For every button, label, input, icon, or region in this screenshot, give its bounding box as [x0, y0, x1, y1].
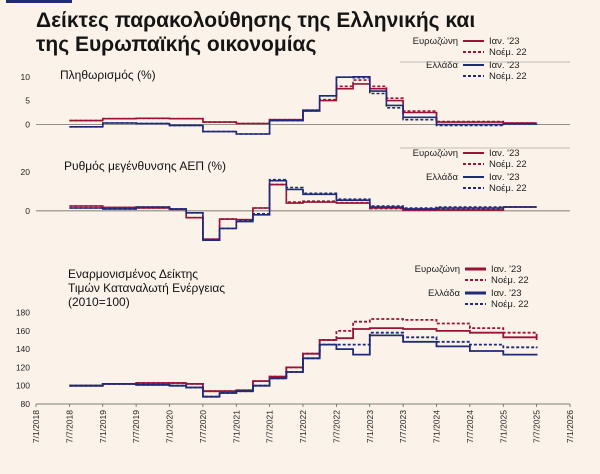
series-line — [69, 178, 537, 241]
series-line — [69, 318, 538, 393]
x-tick-label: 7/1/2020 — [165, 410, 175, 443]
y-tick-label: 0 — [25, 206, 30, 216]
x-tick-label: 7/7/2025 — [532, 410, 542, 443]
legend-solid-label: Ιαν. '23 — [489, 36, 520, 47]
legend-dashed-label: Νοέμ. 22 — [489, 159, 527, 170]
y-tick-label: 5 — [25, 96, 30, 106]
legend-eurozone: Ευρωζώνη — [415, 264, 460, 275]
panel-title: Πληθωρισμός (%) — [60, 68, 156, 82]
x-tick-label: 7/7/2023 — [398, 410, 408, 443]
x-tick-label: 7/1/2025 — [498, 410, 508, 443]
page-title: Δείκτες παρακολούθησης της Ελληνικής και… — [36, 9, 476, 56]
y-tick-label: 180 — [16, 308, 30, 318]
panel-title-line: Τιμών Καταναλωτή Ενέργειας — [68, 281, 225, 295]
x-tick-label: 7/7/2019 — [131, 410, 141, 443]
y-tick-label: 140 — [16, 344, 30, 354]
panel-title-line: Εναρμονισμένος Δείκτης — [68, 267, 198, 281]
x-tick-label: 7/1/2021 — [231, 410, 241, 443]
x-tick-label: 7/1/2024 — [432, 410, 442, 443]
legend-greece: Ελλάδα — [426, 172, 458, 183]
x-tick-label: 7/1/2018 — [31, 410, 41, 443]
series-line — [69, 179, 537, 241]
legend-eurozone: Ευρωζώνη — [413, 148, 458, 159]
series-line — [69, 76, 538, 135]
legend-solid-label: Ιαν. '23 — [491, 264, 522, 275]
x-tick-label: 7/7/2022 — [331, 410, 341, 443]
y-tick-label: 160 — [16, 326, 30, 336]
x-tick-label: 7/1/2022 — [298, 410, 308, 443]
y-tick-label: 80 — [21, 399, 31, 409]
legend-dashed-label: Νοέμ. 22 — [489, 47, 527, 58]
x-tick-label: 7/1/2023 — [365, 410, 375, 443]
legend-solid-label: Ιαν. '23 — [489, 60, 520, 71]
legend-dashed-label: Νοέμ. 22 — [489, 183, 527, 194]
legend-solid-label: Ιαν. '23 — [489, 172, 520, 183]
legend-greece: Ελλάδα — [428, 288, 460, 299]
series-line — [69, 334, 538, 398]
y-tick-label: 0 — [25, 119, 30, 129]
legend-solid-label: Ιαν. '23 — [491, 288, 522, 299]
series-line — [69, 331, 538, 398]
panel-title-line: (2010=100) — [68, 295, 130, 309]
legend-greece: Ελλάδα — [426, 60, 458, 71]
legend-dashed-label: Νοέμ. 22 — [491, 299, 529, 310]
x-tick-label: 7/7/2021 — [265, 410, 275, 443]
legend-solid-label: Ιαν. '23 — [489, 148, 520, 159]
x-tick-label: 7/7/2024 — [465, 410, 475, 443]
x-tick-label: 7/7/2020 — [198, 410, 208, 443]
y-tick-label: 100 — [16, 381, 30, 391]
y-tick-label: 10 — [21, 72, 31, 82]
x-tick-label: 7/1/2026 — [565, 410, 575, 443]
accent-bar — [6, 0, 72, 3]
legend-dashed-label: Νοέμ. 22 — [489, 71, 527, 82]
x-tick-label: 7/1/2019 — [98, 410, 108, 443]
y-tick-label: 120 — [16, 362, 30, 372]
legend-eurozone: Ευρωζώνη — [413, 36, 458, 47]
panel-title: Ρυθμός μεγένθυνσης ΑΕΠ (%) — [64, 159, 226, 173]
x-tick-label: 7/7/2018 — [64, 410, 74, 443]
legend-dashed-label: Νοέμ. 22 — [491, 275, 529, 286]
y-tick-label: 20 — [21, 167, 31, 177]
